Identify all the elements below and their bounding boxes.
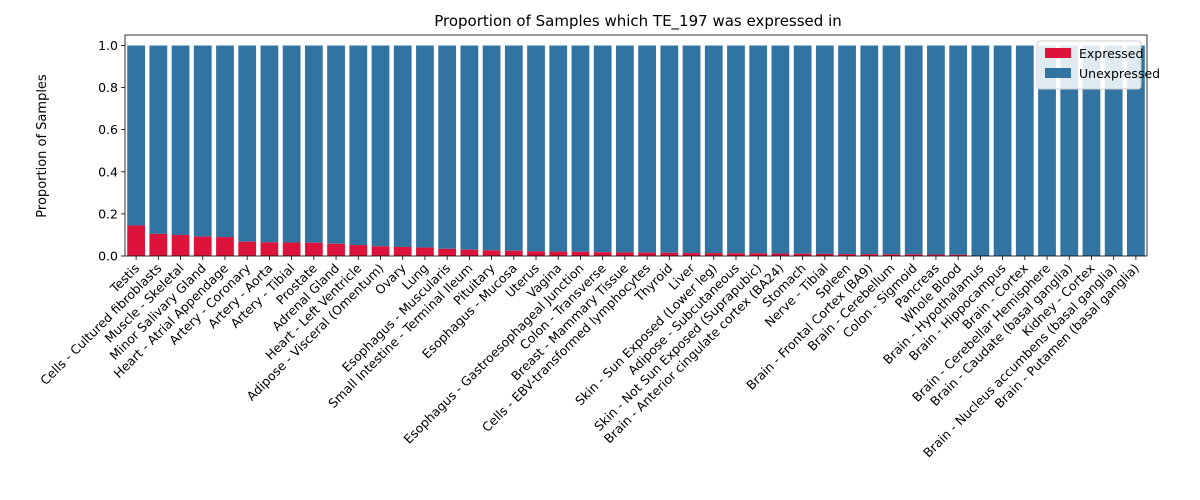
- bar-unexpressed: [771, 45, 790, 254]
- bar-unexpressed: [416, 45, 434, 248]
- chart-title: Proportion of Samples which TE_197 was e…: [434, 12, 842, 31]
- bar-expressed: [504, 250, 523, 256]
- bar-expressed: [616, 252, 634, 256]
- bar-unexpressed: [304, 45, 323, 243]
- bar-expressed: [860, 254, 879, 256]
- bar-expressed: [749, 253, 768, 256]
- bar-unexpressed: [860, 45, 879, 255]
- bar-unexpressed: [749, 45, 768, 254]
- bar-expressed: [549, 251, 568, 256]
- bar-unexpressed: [993, 45, 1012, 257]
- bar-unexpressed: [171, 45, 190, 235]
- bar-expressed: [349, 245, 368, 256]
- bar-unexpressed: [216, 45, 234, 238]
- bar-unexpressed: [1060, 45, 1079, 257]
- bar-unexpressed: [704, 45, 723, 254]
- legend-label: Expressed: [1079, 46, 1143, 61]
- bar-expressed: [882, 254, 901, 256]
- bar-unexpressed: [149, 45, 168, 234]
- bar-unexpressed: [527, 45, 545, 252]
- bar-expressed: [704, 253, 723, 256]
- bar-expressed: [282, 242, 301, 256]
- bar-expressed: [527, 251, 545, 256]
- bar-expressed: [571, 251, 590, 256]
- y-tick-label: 0.4: [98, 164, 118, 179]
- bar-expressed: [171, 234, 190, 256]
- bar-unexpressed: [327, 45, 345, 244]
- bar-expressed: [216, 237, 234, 256]
- bar-unexpressed: [971, 45, 990, 257]
- bar-unexpressed: [549, 45, 568, 252]
- bar-expressed: [927, 254, 945, 256]
- bar-unexpressed: [504, 45, 523, 251]
- y-tick-label: 0.2: [98, 206, 118, 221]
- bar-unexpressed: [1015, 45, 1034, 257]
- bar-unexpressed: [904, 45, 923, 255]
- bar-expressed: [771, 253, 790, 256]
- y-axis-label: Proportion of Samples: [35, 74, 50, 218]
- bar-expressed: [416, 247, 434, 256]
- bar-expressed: [593, 252, 612, 256]
- bar-unexpressed: [349, 45, 368, 246]
- bar-expressed: [149, 233, 168, 256]
- bar-unexpressed: [727, 45, 745, 254]
- bar-expressed: [393, 246, 412, 256]
- bar-expressed: [638, 252, 656, 256]
- bar-unexpressed: [616, 45, 634, 253]
- bar-unexpressed: [927, 45, 945, 255]
- legend-label: Unexpressed: [1079, 66, 1160, 81]
- bar-unexpressed: [282, 45, 301, 243]
- bar-unexpressed: [260, 45, 279, 243]
- bar-expressed: [193, 236, 212, 256]
- legend-swatch: [1045, 48, 1071, 58]
- bar-unexpressed: [593, 45, 612, 253]
- bar-expressed: [949, 254, 968, 256]
- bar-expressed: [815, 253, 834, 256]
- bar-unexpressed: [1082, 45, 1101, 257]
- y-tick-label: 0.6: [98, 122, 118, 137]
- legend-swatch: [1045, 68, 1071, 78]
- bar-expressed: [727, 253, 745, 256]
- legend: Expressed Unexpressed: [1036, 40, 1160, 90]
- bar-unexpressed: [793, 45, 812, 254]
- bar-unexpressed: [460, 45, 479, 250]
- bar-expressed: [660, 252, 679, 256]
- bar-expressed: [682, 253, 701, 256]
- bar-expressed: [371, 246, 390, 256]
- bar-unexpressed: [393, 45, 412, 247]
- bar-unexpressed: [1038, 45, 1056, 257]
- bar-unexpressed: [1127, 45, 1145, 257]
- bar-expressed: [838, 254, 856, 256]
- plot-frame: [124, 34, 1148, 257]
- bar-unexpressed: [949, 45, 968, 255]
- bar-expressed: [238, 241, 257, 256]
- bar-unexpressed: [438, 45, 457, 249]
- bar-expressed: [460, 249, 479, 256]
- bar-expressed: [793, 253, 812, 256]
- bar-expressed: [127, 225, 145, 256]
- y-tick-label: 1.0: [98, 38, 118, 53]
- bar-unexpressed: [660, 45, 679, 253]
- y-tick-label: 0.8: [98, 80, 118, 95]
- bar-expressed: [304, 242, 323, 256]
- bar-unexpressed: [193, 45, 212, 237]
- bar-unexpressed: [882, 45, 901, 255]
- bar-unexpressed: [238, 45, 257, 242]
- y-tick-label: 0.0: [98, 249, 118, 264]
- bar-unexpressed: [815, 45, 834, 254]
- bar-expressed: [327, 243, 345, 256]
- bar-expressed: [260, 242, 279, 256]
- bar-unexpressed: [1104, 45, 1123, 257]
- bar-unexpressed: [482, 45, 501, 251]
- bar-unexpressed: [838, 45, 856, 255]
- bar-unexpressed: [127, 45, 145, 226]
- bar-expressed: [438, 248, 457, 256]
- bar-unexpressed: [371, 45, 390, 247]
- bar-unexpressed: [571, 45, 590, 252]
- bar-unexpressed: [638, 45, 656, 253]
- bar-expressed: [904, 254, 923, 256]
- bar-unexpressed: [682, 45, 701, 254]
- bar-expressed: [482, 250, 501, 256]
